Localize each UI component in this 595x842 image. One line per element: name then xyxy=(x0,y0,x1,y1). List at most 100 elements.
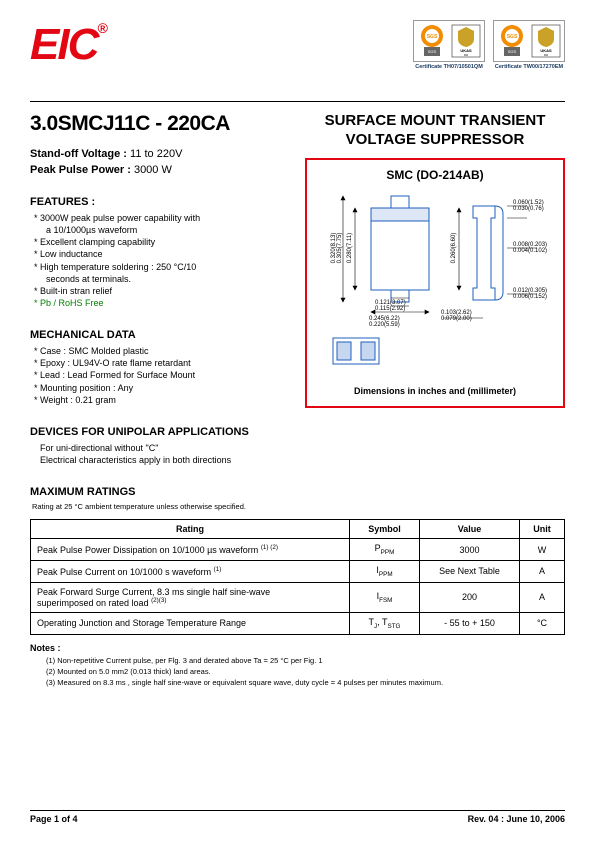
ratings-table: Rating Symbol Value Unit Peak Pulse Powe… xyxy=(30,519,565,634)
note-item: (1) Non-repetitive Current pulse, per Fl… xyxy=(46,655,565,666)
rating-cell: Peak Forward Surge Current, 8.3 ms singl… xyxy=(31,582,350,612)
svg-text:0.220(5.59): 0.220(5.59) xyxy=(369,322,400,328)
svg-text:0.006(0.152): 0.006(0.152) xyxy=(513,294,547,300)
th-rating: Rating xyxy=(31,520,350,539)
logo-text: EIC xyxy=(30,20,97,69)
ukas-badge-icon: UKAS006 xyxy=(450,23,482,59)
th-unit: Unit xyxy=(520,520,565,539)
sgs-badge-icon: SGS SGS xyxy=(496,23,528,59)
feature-item: a 10/1000µs waveform xyxy=(34,224,295,236)
logo: EIC® xyxy=(30,20,106,70)
ppp-value: 3000 W xyxy=(131,164,172,176)
note-item: (2) Mounted on 5.0 mm2 (0.013 thick) lan… xyxy=(46,666,565,677)
ppp-line: Peak Pulse Power : 3000 W xyxy=(30,164,295,176)
notes-header: Notes : xyxy=(30,643,565,653)
package-title: SMC (DO-214AB) xyxy=(313,168,557,182)
symbol-cell: IPPM xyxy=(350,560,420,582)
mech-item: Weight : 0.21 gram xyxy=(34,394,295,406)
header: EIC® SGSSGS UKAS006 Certificate TH07/105… xyxy=(30,20,565,95)
th-symbol: Symbol xyxy=(350,520,420,539)
unipolar-line-1: For uni-directional without "C" xyxy=(30,442,295,454)
svg-text:0.115(2.92): 0.115(2.92) xyxy=(375,306,405,312)
max-ratings-note: Rating at 25 °C ambient temperature unle… xyxy=(32,502,295,511)
cert-group: SGSSGS UKAS006 Certificate TH07/10501QM … xyxy=(413,20,565,70)
standoff-line: Stand-off Voltage : 11 to 220V xyxy=(30,148,295,160)
feature-item: Excellent clamping capability xyxy=(34,236,295,248)
value-cell: See Next Table xyxy=(420,560,520,582)
svg-text:0.305(7.75): 0.305(7.75) xyxy=(337,232,343,263)
feature-item: seconds at terminals. xyxy=(34,273,295,285)
cert-1: SGSSGS UKAS006 Certificate TH07/10501QM xyxy=(413,20,485,70)
unit-cell: °C xyxy=(520,612,565,634)
feature-item-rohs: Pb / RoHS Free xyxy=(34,297,295,309)
mech-item: Mounting position : Any xyxy=(34,382,295,394)
rating-cell: Operating Junction and Storage Temperatu… xyxy=(31,612,350,634)
mech-item: Lead : Lead Formed for Surface Mount xyxy=(34,369,295,381)
header-divider xyxy=(30,101,565,102)
svg-text:UKAS: UKAS xyxy=(460,48,472,53)
cert-2: SGS SGS UKAS006 Certificate TW00/17270EM xyxy=(493,20,565,70)
value-cell: 3000 xyxy=(420,539,520,561)
standoff-label: Stand-off Voltage : xyxy=(30,148,127,160)
unipolar-header: DEVICES FOR UNIPOLAR APPLICATIONS xyxy=(30,426,295,438)
notes-block: Notes : (1) Non-repetitive Current pulse… xyxy=(30,643,565,689)
svg-text:0.030(0.76): 0.030(0.76) xyxy=(513,206,544,212)
main-columns: 3.0SMCJ11C - 220CA Stand-off Voltage : 1… xyxy=(30,112,565,519)
feature-item: High temperature soldering : 250 °C/10 xyxy=(34,261,295,273)
right-column: SURFACE MOUNT TRANSIENT VOLTAGE SUPPRESS… xyxy=(305,112,565,519)
package-dim-label: Dimensions in inches and (millimeter) xyxy=(313,386,557,396)
package-box: SMC (DO-214AB) xyxy=(305,158,565,408)
table-row: Peak Pulse Current on 10/1000 s waveform… xyxy=(31,560,565,582)
th-value: Value xyxy=(420,520,520,539)
unipolar-line-2: Electrical characteristics apply in both… xyxy=(30,454,295,466)
svg-text:0.260(6.60): 0.260(6.60) xyxy=(451,232,457,263)
cert-2-badges: SGS SGS UKAS006 xyxy=(493,20,565,62)
svg-text:SGS: SGS xyxy=(427,34,438,40)
product-type-title: SURFACE MOUNT TRANSIENT VOLTAGE SUPPRESS… xyxy=(305,112,565,150)
feature-item: 3000W peak pulse power capability with xyxy=(34,212,295,224)
svg-text:SGS: SGS xyxy=(508,49,517,54)
symbol-cell: PPPM xyxy=(350,539,420,561)
unit-cell: A xyxy=(520,582,565,612)
mech-header: MECHANICAL DATA xyxy=(30,329,295,341)
svg-text:006: 006 xyxy=(544,54,549,57)
feature-item: Built-in stran relief xyxy=(34,285,295,297)
page-number: Page 1 of 4 xyxy=(30,814,78,824)
ukas-badge-icon: UKAS006 xyxy=(530,23,562,59)
mech-item: Epoxy : UL94V-O rate flame retardant xyxy=(34,357,295,369)
unit-cell: A xyxy=(520,560,565,582)
cert-1-badges: SGSSGS UKAS006 xyxy=(413,20,485,62)
revision-date: Rev. 04 : June 10, 2006 xyxy=(468,814,565,824)
rating-cell: Peak Pulse Power Dissipation on 10/1000 … xyxy=(31,539,350,561)
sgs-badge-icon: SGSSGS xyxy=(416,23,448,59)
cert-2-label: Certificate TW00/17270EM xyxy=(495,64,563,70)
svg-text:SGS: SGS xyxy=(507,34,518,40)
ratings-header-row: Rating Symbol Value Unit xyxy=(31,520,565,539)
svg-text:0.004(0.102): 0.004(0.102) xyxy=(513,248,547,254)
package-diagram: 0.320(8.13) 0.305(7.75) 0.280(7.11) 0.26… xyxy=(313,188,559,378)
page-footer: Page 1 of 4 Rev. 04 : June 10, 2006 xyxy=(30,810,565,824)
rating-cell: Peak Pulse Current on 10/1000 s waveform… xyxy=(31,560,350,582)
table-row: Peak Pulse Power Dissipation on 10/1000 … xyxy=(31,539,565,561)
symbol-cell: TJ, TSTG xyxy=(350,612,420,634)
table-row: Peak Forward Surge Current, 8.3 ms singl… xyxy=(31,582,565,612)
note-item: (3) Measured on 8.3 ms , single half sin… xyxy=(46,677,565,688)
svg-text:UKAS: UKAS xyxy=(540,48,552,53)
part-number-title: 3.0SMCJ11C - 220CA xyxy=(30,112,295,136)
left-column: 3.0SMCJ11C - 220CA Stand-off Voltage : 1… xyxy=(30,112,295,519)
svg-text:006: 006 xyxy=(464,54,469,57)
svg-text:0.280(7.11): 0.280(7.11) xyxy=(347,232,353,262)
ppp-label: Peak Pulse Power : xyxy=(30,164,131,176)
mech-list: Case : SMC Molded plasticEpoxy : UL94V-O… xyxy=(30,345,295,406)
feature-item: Low inductance xyxy=(34,248,295,260)
features-list: 3000W peak pulse power capability witha … xyxy=(30,212,295,309)
cert-1-label: Certificate TH07/10501QM xyxy=(415,64,483,70)
svg-text:0.079(2.00): 0.079(2.00) xyxy=(441,316,472,322)
logo-reg: ® xyxy=(97,20,105,36)
symbol-cell: IFSM xyxy=(350,582,420,612)
unit-cell: W xyxy=(520,539,565,561)
value-cell: 200 xyxy=(420,582,520,612)
table-row: Operating Junction and Storage Temperatu… xyxy=(31,612,565,634)
standoff-value: 11 to 220V xyxy=(127,148,182,160)
max-ratings-header: MAXIMUM RATINGS xyxy=(30,486,295,498)
